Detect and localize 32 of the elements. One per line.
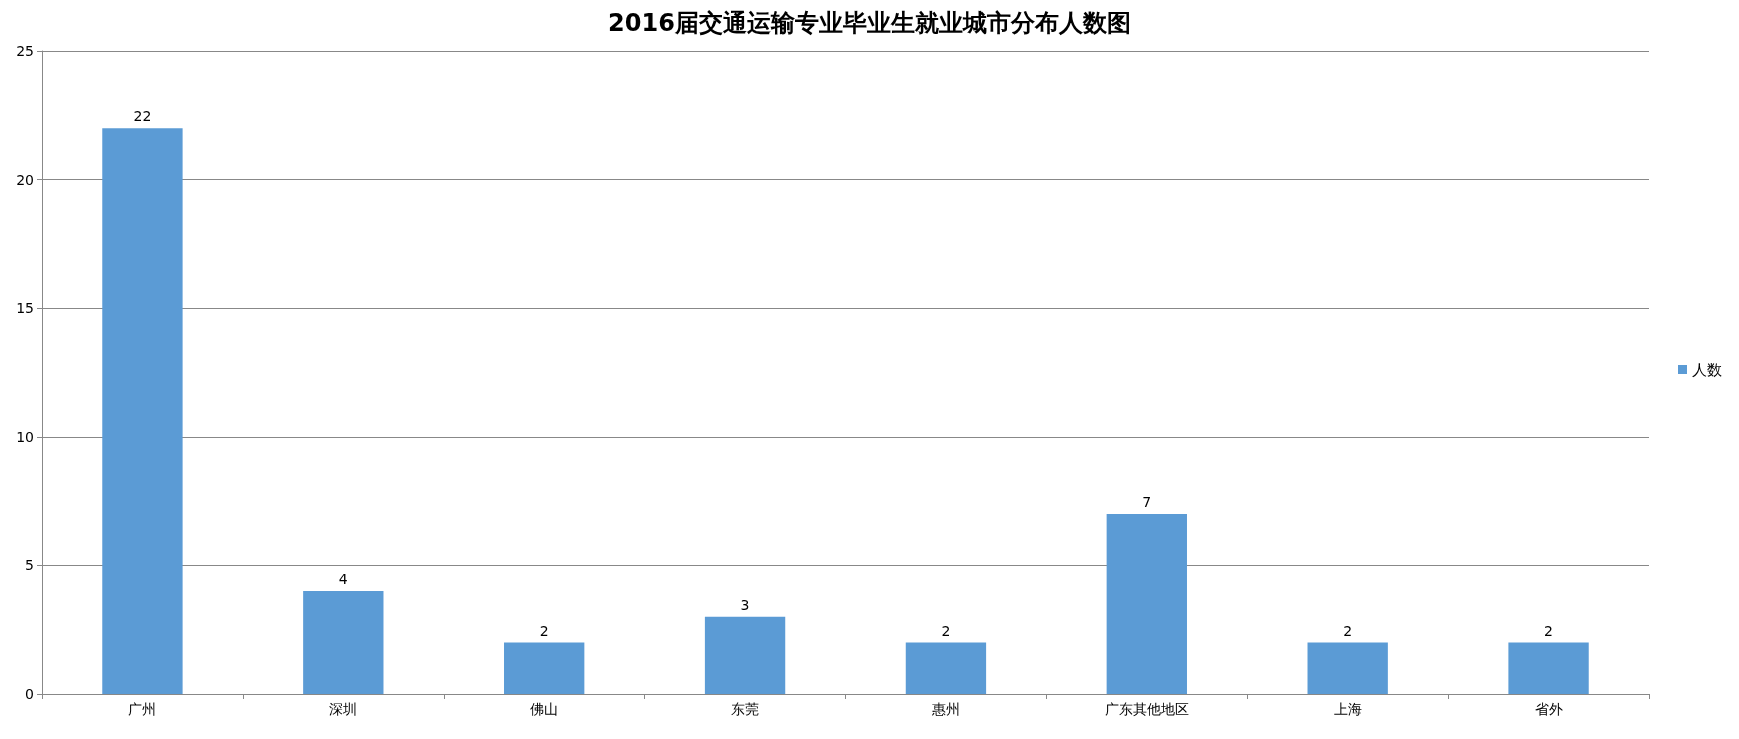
bar [905,642,987,694]
y-tick-label: 0 [25,686,34,702]
bar [1307,642,1388,694]
bar [1508,642,1589,694]
x-tick-label: 广东其他地区 [1104,701,1189,717]
x-tick-label: 深圳 [329,701,358,717]
x-tick-label: 惠州 [930,701,960,717]
data-label: 2 [1343,622,1353,639]
y-tick-label: 25 [16,43,34,59]
y-tick-label: 20 [16,171,34,188]
legend-label: 人数 [1692,360,1722,379]
data-label: 2 [941,622,951,639]
y-tick-label: 15 [16,300,34,317]
data-label: 3 [740,596,750,613]
chart-title: 2016届交通运输专业毕业生就业城市分布人数图 [608,9,1131,37]
bar [504,642,585,694]
x-tick-label: 东莞 [731,701,760,717]
y-tick-label: 10 [16,428,34,445]
data-label: 22 [133,108,152,125]
x-tick-label: 上海 [1333,701,1362,717]
bar [704,616,786,694]
bar [102,128,183,694]
x-tick-label: 广州 [128,701,157,717]
bar [303,591,384,694]
data-label: 2 [539,622,549,639]
bar [1106,513,1187,694]
x-tick-label: 省外 [1534,701,1563,717]
data-label: 4 [338,571,348,588]
y-tick-label: 5 [25,557,34,574]
x-tick-label: 佛山 [530,701,559,717]
data-label: 7 [1142,493,1152,510]
data-label: 2 [1544,622,1554,639]
